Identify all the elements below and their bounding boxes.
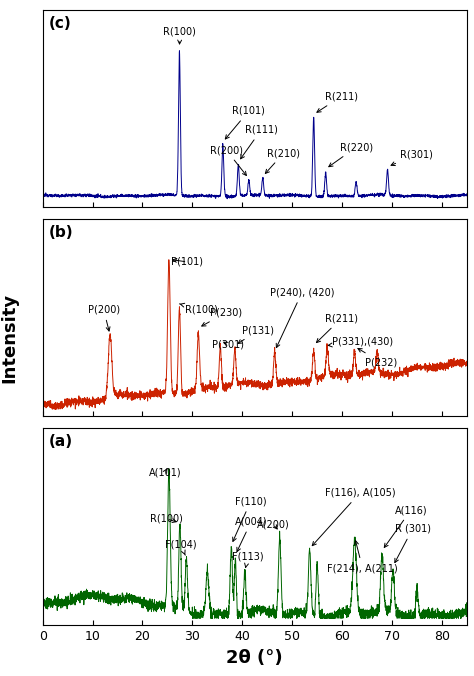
Text: A(200): A(200) [257,520,290,529]
Text: P(230): P(230) [202,308,242,326]
Text: R(210): R(210) [265,148,300,174]
Text: F(116), A(105): F(116), A(105) [312,487,395,546]
Text: (b): (b) [49,225,73,240]
Text: R(301): R(301) [391,149,432,166]
Text: P(301): P(301) [212,339,245,349]
Text: R(100): R(100) [180,304,218,315]
Text: F(113): F(113) [232,552,264,567]
Text: P(101): P(101) [172,257,203,267]
Text: A(101): A(101) [149,467,181,477]
Text: R (301): R (301) [394,524,430,562]
Text: R(220): R(220) [329,142,373,167]
Text: F(214), A(211): F(214), A(211) [327,541,398,573]
Text: R(200): R(200) [210,145,246,176]
Text: P(240), (420): P(240), (420) [270,287,334,347]
Text: R(111): R(111) [240,125,278,159]
Text: F(110): F(110) [233,496,266,541]
Text: R(211): R(211) [317,91,358,112]
Text: P(331),(430): P(331),(430) [328,337,393,347]
Text: R(101): R(101) [225,106,265,139]
Text: F(104): F(104) [165,540,197,555]
Text: R(100): R(100) [150,514,183,524]
Text: P(131): P(131) [238,325,274,343]
Text: A(004): A(004) [235,516,267,552]
Text: P(232): P(232) [358,348,397,367]
Text: A(116): A(116) [384,505,427,548]
Text: (a): (a) [49,434,73,449]
Text: (c): (c) [49,16,72,31]
Text: P(200): P(200) [88,305,120,331]
Text: Intensity: Intensity [0,293,18,383]
Text: R(100): R(100) [164,26,196,44]
Text: R(211): R(211) [317,314,358,343]
X-axis label: 2θ (°): 2θ (°) [227,649,283,667]
